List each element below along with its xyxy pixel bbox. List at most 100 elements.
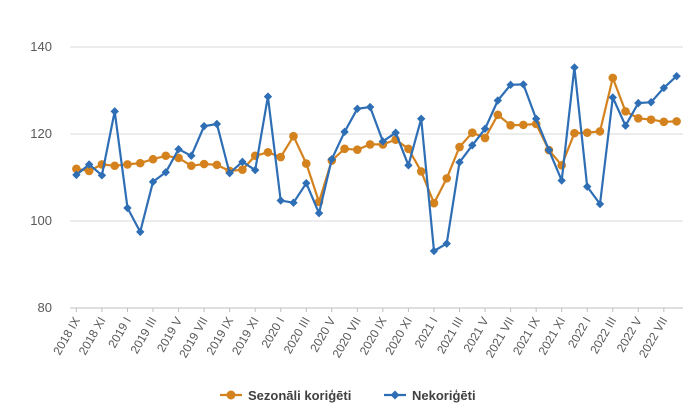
data-point — [97, 171, 107, 180]
data-point — [135, 158, 145, 168]
data-point — [634, 98, 643, 108]
data-point — [506, 121, 515, 130]
data-point — [404, 144, 413, 154]
data-point — [174, 153, 183, 163]
data-point — [327, 155, 337, 164]
series-line — [75, 66, 678, 253]
data-point — [583, 182, 592, 191]
data-point — [110, 107, 119, 116]
data-point — [72, 170, 81, 180]
data-point — [301, 159, 311, 168]
data-point — [404, 161, 413, 170]
data-point — [263, 92, 273, 101]
data-point — [365, 140, 375, 149]
data-point — [110, 161, 119, 171]
data-point — [276, 196, 285, 205]
data-point — [570, 63, 579, 72]
y-tick-label: 100 — [30, 213, 52, 228]
y-tick-label: 80 — [38, 300, 52, 315]
data-point — [570, 128, 579, 138]
data-point — [378, 137, 388, 146]
data-point — [353, 145, 362, 154]
data-point — [608, 73, 618, 83]
data-point — [84, 160, 94, 169]
data-point — [672, 117, 681, 126]
data-point — [493, 96, 503, 105]
data-point — [72, 164, 81, 174]
data-point — [391, 128, 400, 137]
data-point — [187, 161, 196, 171]
data-point — [238, 157, 247, 167]
data-point — [148, 154, 158, 164]
data-point — [442, 239, 451, 248]
data-point — [455, 142, 464, 152]
legend-marker — [226, 390, 236, 400]
data-point — [314, 208, 324, 218]
series-2 — [72, 63, 681, 256]
legend-label: Sezonāli koriģēti — [248, 388, 351, 403]
data-point — [340, 127, 349, 137]
data-point — [289, 131, 298, 141]
data-point — [123, 160, 132, 169]
data-point — [174, 145, 183, 154]
data-point — [161, 168, 170, 177]
data-point — [582, 128, 592, 137]
data-point — [199, 121, 209, 131]
data-point — [225, 168, 234, 178]
data-point — [646, 98, 656, 107]
data-point — [621, 121, 630, 130]
data-point — [187, 151, 196, 160]
legend-marker — [390, 390, 400, 400]
data-point — [672, 71, 681, 81]
data-point — [659, 117, 669, 127]
data-point — [531, 114, 541, 123]
data-point — [480, 124, 490, 133]
data-point — [416, 167, 426, 176]
data-point — [621, 107, 630, 116]
data-point — [442, 174, 452, 183]
data-point — [289, 198, 298, 207]
data-point — [634, 114, 643, 123]
data-point — [467, 128, 477, 137]
data-point — [353, 104, 362, 113]
data-point — [302, 178, 311, 188]
y-tick-label: 140 — [30, 39, 52, 54]
data-point — [365, 102, 375, 112]
data-point — [659, 83, 669, 93]
data-point — [557, 176, 566, 185]
data-point — [199, 159, 209, 169]
legend: Sezonāli koriģēti Nekoriģēti — [220, 388, 476, 403]
y-axis-ticks: 80 100 120 140 — [30, 39, 52, 315]
data-point — [519, 80, 528, 89]
data-point — [276, 152, 286, 162]
data-point — [455, 158, 464, 167]
data-point — [480, 133, 490, 143]
data-point — [340, 144, 349, 154]
data-point — [123, 203, 132, 213]
legend-item: Sezonāli koriģēti — [220, 388, 351, 403]
data-point — [212, 160, 222, 170]
data-point — [608, 93, 617, 102]
data-point — [544, 145, 554, 155]
data-point — [136, 227, 145, 237]
data-point — [506, 80, 515, 90]
y-tick-label: 120 — [30, 126, 52, 141]
data-point — [238, 165, 247, 174]
series-1 — [72, 73, 681, 208]
data-point — [646, 115, 656, 124]
data-point — [595, 127, 605, 136]
data-point — [429, 198, 439, 208]
data-point — [595, 199, 605, 209]
series-group — [72, 63, 681, 256]
legend-item: Nekoriģēti — [384, 388, 476, 403]
data-point — [519, 120, 528, 130]
data-point — [84, 166, 94, 176]
data-point — [148, 177, 158, 187]
data-point — [250, 165, 260, 175]
data-point — [161, 151, 171, 161]
legend-label: Nekoriģēti — [412, 388, 476, 403]
data-point — [468, 141, 477, 150]
data-point — [263, 147, 273, 157]
